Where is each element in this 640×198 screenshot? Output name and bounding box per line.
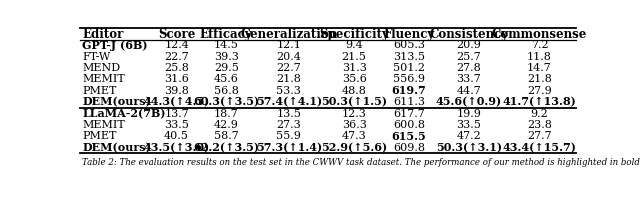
Text: 60.3(↑3.5): 60.3(↑3.5) [193, 97, 259, 108]
Text: 25.8: 25.8 [164, 63, 189, 73]
Text: 20.9: 20.9 [456, 40, 481, 50]
Text: 57.4(↑4.1): 57.4(↑4.1) [256, 97, 322, 108]
Text: MEMIT: MEMIT [83, 120, 125, 130]
Text: 43.4(↑15.7): 43.4(↑15.7) [502, 142, 577, 153]
Text: 48.8: 48.8 [342, 86, 367, 96]
Text: 556.9: 556.9 [393, 74, 425, 85]
Text: 39.8: 39.8 [164, 86, 189, 96]
Text: 615.5: 615.5 [392, 131, 426, 142]
Text: 52.9(↑5.6): 52.9(↑5.6) [321, 142, 387, 153]
Text: MEMIT: MEMIT [83, 74, 125, 85]
Text: 27.3: 27.3 [276, 120, 301, 130]
Text: 33.5: 33.5 [164, 120, 189, 130]
Text: 50.3(↑1.5): 50.3(↑1.5) [321, 97, 387, 108]
Text: PMET: PMET [83, 131, 117, 141]
Text: 40.5: 40.5 [164, 131, 189, 141]
Text: GPT-J (6B): GPT-J (6B) [83, 40, 148, 51]
Text: 12.3: 12.3 [342, 109, 367, 119]
Text: DEM(ours): DEM(ours) [83, 142, 151, 153]
Text: 27.9: 27.9 [527, 86, 552, 96]
Text: 44.7: 44.7 [456, 86, 481, 96]
Text: Consistency: Consistency [429, 28, 509, 41]
Text: 609.8: 609.8 [393, 143, 425, 153]
Text: 62.2(↑3.5): 62.2(↑3.5) [193, 142, 259, 153]
Text: 21.5: 21.5 [342, 52, 367, 62]
Text: 53.3: 53.3 [276, 86, 301, 96]
Text: 501.2: 501.2 [393, 63, 425, 73]
Text: 13.5: 13.5 [276, 109, 301, 119]
Text: Efficacy: Efficacy [200, 28, 253, 41]
Text: 9.4: 9.4 [345, 40, 363, 50]
Text: Score: Score [158, 28, 195, 41]
Text: 18.7: 18.7 [214, 109, 239, 119]
Text: 14.5: 14.5 [214, 40, 239, 50]
Text: 31.3: 31.3 [342, 63, 367, 73]
Text: 12.1: 12.1 [276, 40, 301, 50]
Text: 23.8: 23.8 [527, 120, 552, 130]
Text: 22.7: 22.7 [276, 63, 301, 73]
Text: 617.7: 617.7 [393, 109, 425, 119]
Text: 47.2: 47.2 [456, 131, 481, 141]
Text: 29.5: 29.5 [214, 63, 239, 73]
Text: 35.6: 35.6 [342, 74, 367, 85]
Text: 600.8: 600.8 [393, 120, 425, 130]
Text: 45.6: 45.6 [214, 74, 239, 85]
Text: 13.7: 13.7 [164, 109, 189, 119]
Text: Generalization: Generalization [240, 28, 337, 41]
Text: 22.7: 22.7 [164, 52, 189, 62]
Text: 14.7: 14.7 [527, 63, 552, 73]
Text: Specificity: Specificity [319, 28, 389, 41]
Text: LLaMA-2(7B): LLaMA-2(7B) [83, 108, 166, 119]
Text: 27.8: 27.8 [456, 63, 481, 73]
Text: 43.5(↑3.0): 43.5(↑3.0) [143, 142, 210, 153]
Text: Table 2: The evaluation results on the test set in the CWWV task dataset. The pe: Table 2: The evaluation results on the t… [83, 158, 640, 167]
Text: 56.8: 56.8 [214, 86, 239, 96]
Text: 21.8: 21.8 [527, 74, 552, 85]
Text: 619.7: 619.7 [392, 85, 426, 96]
Text: 39.3: 39.3 [214, 52, 239, 62]
Text: 55.9: 55.9 [276, 131, 301, 141]
Text: PMET: PMET [83, 86, 117, 96]
Text: 31.6: 31.6 [164, 74, 189, 85]
Text: MEND: MEND [83, 63, 120, 73]
Text: 605.3: 605.3 [393, 40, 425, 50]
Text: 33.7: 33.7 [456, 74, 481, 85]
Text: 33.5: 33.5 [456, 120, 481, 130]
Text: Editor: Editor [83, 28, 124, 41]
Text: 611.3: 611.3 [393, 97, 425, 107]
Text: 21.8: 21.8 [276, 74, 301, 85]
Text: DEM(ours): DEM(ours) [83, 97, 151, 108]
Text: 25.7: 25.7 [456, 52, 481, 62]
Text: 57.3(↑1.4): 57.3(↑1.4) [256, 142, 322, 153]
Text: 11.8: 11.8 [527, 52, 552, 62]
Text: 19.9: 19.9 [456, 109, 481, 119]
Text: 47.3: 47.3 [342, 131, 367, 141]
Text: FT-W: FT-W [83, 52, 111, 62]
Text: 58.7: 58.7 [214, 131, 239, 141]
Text: 42.9: 42.9 [214, 120, 239, 130]
Text: Commonsense: Commonsense [492, 28, 587, 41]
Text: 313.5: 313.5 [393, 52, 425, 62]
Text: 9.2: 9.2 [531, 109, 548, 119]
Text: 27.7: 27.7 [527, 131, 552, 141]
Text: Fluency: Fluency [383, 28, 435, 41]
Text: 20.4: 20.4 [276, 52, 301, 62]
Text: 41.7(↑13.8): 41.7(↑13.8) [502, 97, 577, 108]
Text: 44.3(↑4.5): 44.3(↑4.5) [143, 97, 210, 108]
Text: 36.3: 36.3 [342, 120, 367, 130]
Text: 45.6(↑0.9): 45.6(↑0.9) [436, 97, 502, 108]
Text: 12.4: 12.4 [164, 40, 189, 50]
Text: 7.2: 7.2 [531, 40, 548, 50]
Text: 50.3(↑3.1): 50.3(↑3.1) [436, 142, 502, 153]
